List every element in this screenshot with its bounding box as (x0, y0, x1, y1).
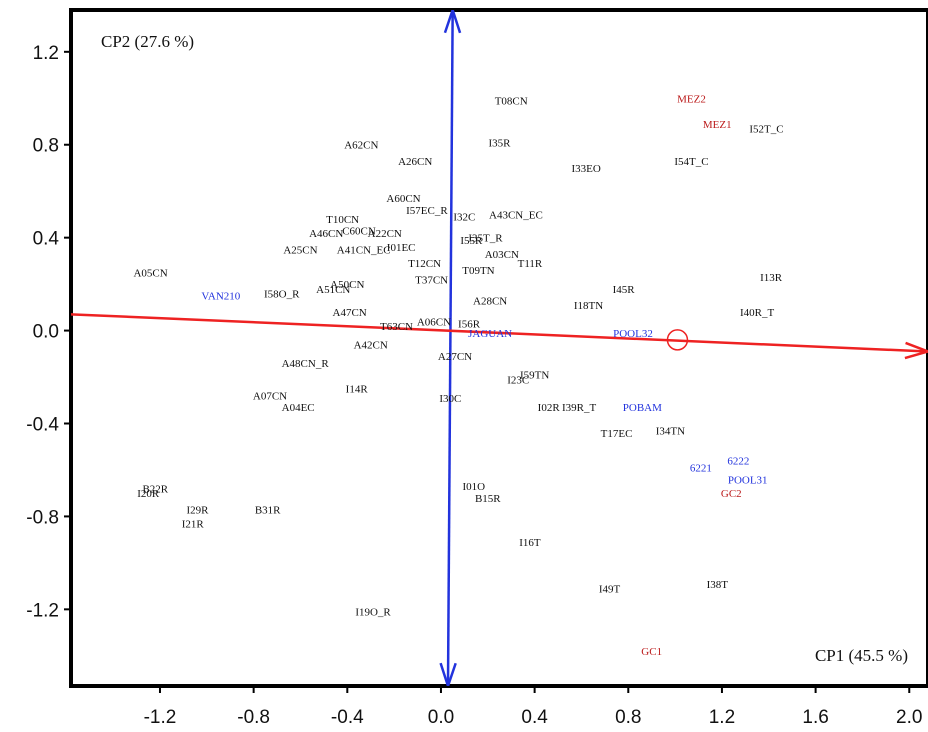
point-label: A50CN (330, 279, 364, 291)
x-tick-label: 2.0 (896, 707, 922, 728)
point-label: A22CN (368, 228, 402, 240)
point-label: A60CN (386, 193, 420, 205)
point-label: I55R (460, 235, 483, 247)
point-label: I13R (760, 272, 783, 284)
point-label: I34TN (656, 425, 685, 437)
point-label: A41CN_EC (337, 244, 391, 256)
point-label: A42CN (354, 340, 388, 352)
point-label: B15R (475, 493, 501, 505)
point-label: GC1 (641, 646, 662, 658)
point-label: A27CN (438, 351, 472, 363)
point-label: A51CN (316, 284, 350, 296)
point-label: I56R (458, 319, 481, 331)
point-label: I30C (439, 393, 461, 405)
point-label: A05CN (133, 268, 167, 280)
y-tick-label: 0.4 (33, 229, 60, 250)
point-label: I20R (137, 488, 160, 500)
vector-arrowhead (904, 341, 928, 360)
point-label: I32C (453, 212, 475, 224)
point-label: T08CN (495, 96, 528, 108)
point-label: T12CN (408, 258, 441, 270)
point-label: MEZ1 (703, 119, 732, 131)
point-label: I35R (489, 137, 512, 149)
point-label: I45R (613, 284, 636, 296)
vector-arrowhead (443, 10, 462, 34)
point-label: POBAM (623, 402, 662, 414)
y-tick-label: 1.2 (33, 43, 59, 64)
point-label: I52T_C (749, 123, 783, 135)
point-label: A48CN_R (282, 358, 330, 370)
x-tick-label: 0.0 (428, 707, 454, 728)
point-label: POOL32 (613, 328, 653, 340)
point-label: A26CN (398, 156, 432, 168)
point-label: A28CN (473, 295, 507, 307)
point-label: T09TN (462, 265, 494, 277)
point-label: I40R_T (740, 307, 775, 319)
x-tick-label: -1.2 (144, 707, 177, 728)
point-label: 6221 (690, 463, 712, 475)
point-label: I33EO (571, 163, 600, 175)
point-label: GC2 (721, 488, 742, 500)
point-label: I39R_T (562, 402, 597, 414)
point-label: I01O (462, 481, 485, 493)
point-label: A06CN (417, 316, 451, 328)
point-label: I35T_R (468, 233, 503, 245)
point-label: A46CN (309, 228, 343, 240)
point-label: I49T (599, 583, 621, 595)
point-label: MEZ2 (677, 93, 706, 105)
point-label: VAN210 (201, 291, 240, 303)
y-axis-title: CP2 (27.6 %) (101, 32, 194, 51)
point-label: I14R (346, 384, 369, 396)
point-label: I23C (507, 374, 529, 386)
point-label: T11R (518, 258, 543, 270)
x-tick-label: 0.8 (615, 707, 641, 728)
point-label: JAGUAN (468, 328, 512, 340)
point-label: I01EC (387, 242, 416, 254)
point-label: I18TN (574, 300, 603, 312)
point-label: B22R (142, 484, 168, 496)
point-label: A03CN (485, 249, 519, 261)
cp2-vector (446, 10, 454, 686)
x-tick-label: -0.4 (331, 707, 364, 728)
point-label: T63CN (380, 321, 413, 333)
point-label: I58O_R (264, 288, 300, 300)
x-tick-label: -0.8 (237, 707, 270, 728)
point-label: I57EC_R (406, 205, 448, 217)
point-label: I54T_C (674, 156, 708, 168)
x-tick-label: 1.2 (709, 707, 735, 728)
point-label: 6222 (727, 456, 749, 468)
x-tick-label: 1.6 (802, 707, 828, 728)
point-label: A07CN (253, 391, 287, 403)
point-label: I21R (182, 518, 205, 530)
point-label: T10CN (326, 214, 359, 226)
point-label: I38T (707, 579, 729, 591)
point-label: POOL31 (728, 474, 768, 486)
point-label: I29R (186, 504, 209, 516)
point-label: A43CN_EC (489, 209, 543, 221)
y-tick-label: -0.4 (26, 414, 59, 435)
point-label: I59TN (520, 370, 549, 382)
point-label: A04EC (282, 402, 315, 414)
x-axis-title: CP1 (45.5 %) (815, 646, 908, 665)
plot-frame (69, 8, 928, 688)
point-label: A25CN (283, 244, 317, 256)
point-label: I02R (538, 402, 561, 414)
point-label: B31R (255, 504, 281, 516)
x-tick-label: 0.4 (521, 707, 548, 728)
point-label: A47CN (333, 307, 367, 319)
y-tick-label: 0.8 (33, 136, 59, 157)
y-tick-label: -0.8 (26, 507, 59, 528)
point-label: C60CN (342, 226, 376, 238)
cp1-vector (71, 313, 928, 353)
point-label: T17EC (601, 428, 633, 440)
highlight-circle-marker (666, 329, 689, 351)
point-label: A62CN (344, 140, 378, 152)
point-label: T37CN (415, 274, 448, 286)
vector-arrowhead (439, 662, 457, 686)
y-tick-label: -1.2 (26, 600, 59, 621)
point-label: I19O_R (355, 607, 391, 619)
y-tick-label: 0.0 (33, 322, 59, 343)
point-label: I16T (519, 537, 541, 549)
